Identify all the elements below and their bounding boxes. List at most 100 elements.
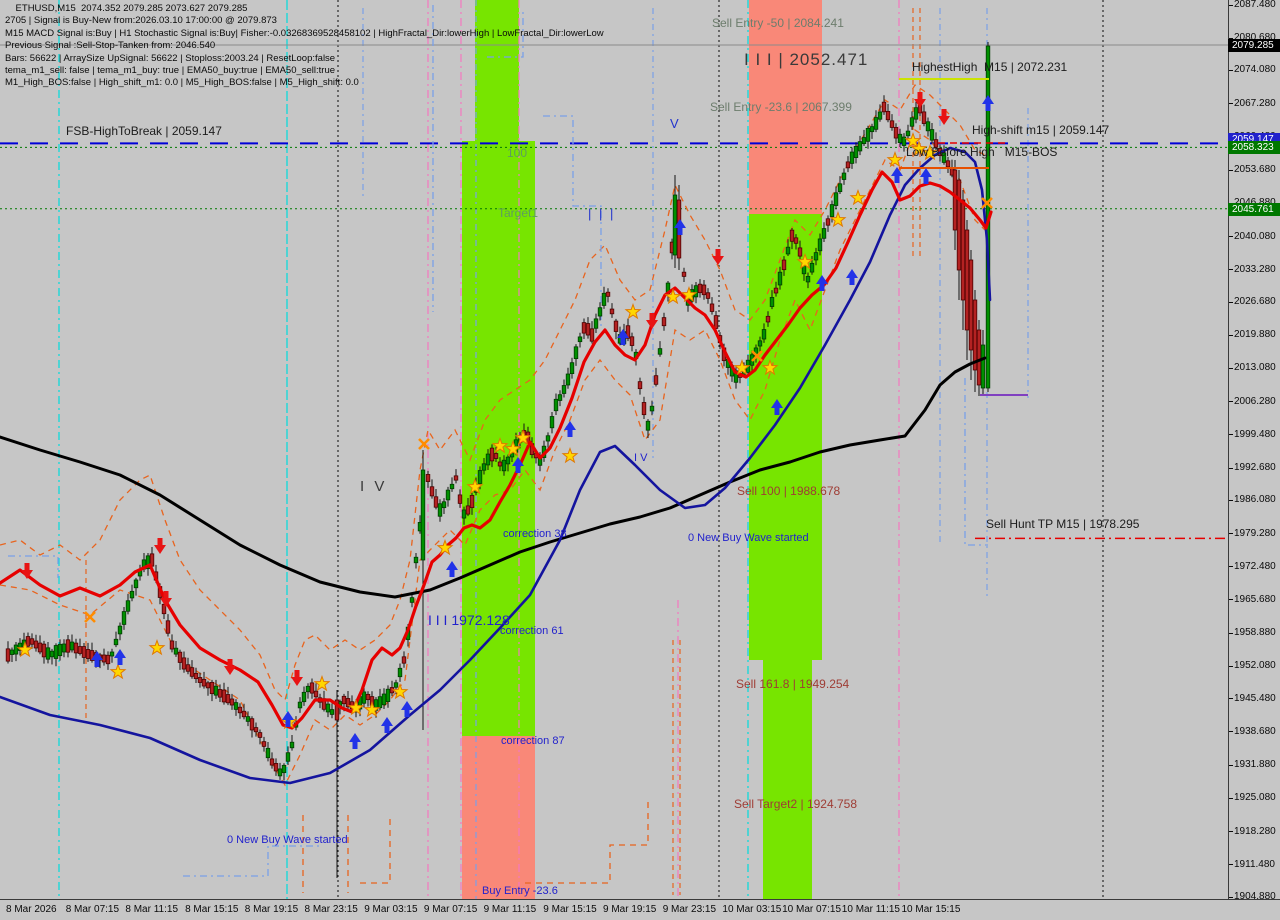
candle-body <box>701 284 707 296</box>
candle-body <box>53 645 59 659</box>
highlight-zone-salmon-right <box>749 0 822 214</box>
target1-label: Target1 <box>498 206 539 220</box>
candle-body <box>301 691 307 703</box>
candle-body <box>817 238 823 252</box>
candle-body <box>929 129 935 141</box>
candle-body <box>972 299 978 371</box>
x-mark-icon <box>981 197 993 209</box>
price-tick-mark <box>1229 500 1233 501</box>
candle-body <box>161 603 167 615</box>
candle-body <box>837 183 843 193</box>
candle-body <box>409 597 415 603</box>
candle-body <box>249 718 255 731</box>
candle-body <box>185 664 191 672</box>
candle-body <box>613 320 619 332</box>
price-tick-mark <box>1229 533 1233 534</box>
correction-61-label: correction 61 <box>500 625 564 637</box>
time-tick-label: 9 Mar 11:15 <box>483 904 537 915</box>
candle-body <box>437 503 443 517</box>
price-tick-mark <box>1229 302 1233 303</box>
buy-entry-236-label: Buy Entry -23.6 <box>482 885 558 897</box>
candle-body <box>577 336 583 343</box>
star-signal-icon <box>16 641 34 658</box>
info-line-5: tema_m1_sell: false | tema_m1_buy: true … <box>5 65 336 77</box>
candle-body <box>637 381 643 390</box>
candle-body <box>261 741 267 747</box>
sell-arrow-icon <box>154 538 166 554</box>
candle-body <box>625 325 631 339</box>
candle-body <box>461 509 467 519</box>
candle-body <box>393 682 399 688</box>
correction-87-label: correction 87 <box>501 735 565 747</box>
candle-body <box>217 689 223 698</box>
time-tick-label: 9 Mar 19:15 <box>603 904 657 915</box>
candle-body <box>697 283 703 294</box>
wave-iii-ticks: | | | <box>588 206 616 221</box>
buy-arrow-icon <box>674 219 686 235</box>
candle-body <box>629 336 635 346</box>
candle-body <box>193 672 199 680</box>
candle-body <box>913 107 919 120</box>
candle-body <box>829 204 835 217</box>
time-tick-label: 8 Mar 19:15 <box>244 904 299 915</box>
price-tick-mark <box>1229 368 1233 369</box>
candle-body <box>505 456 511 465</box>
star-signal-icon <box>829 211 847 228</box>
candle-body <box>73 642 79 654</box>
candle-body <box>805 275 811 283</box>
candle-body <box>57 643 63 657</box>
candle-body <box>325 703 331 713</box>
low-before-high-label: Low Before High M15-BOS <box>906 145 1058 159</box>
star-signal-icon <box>363 701 381 718</box>
candle-body <box>365 693 371 701</box>
candle-body <box>861 137 867 144</box>
price-tick-mark <box>1229 666 1233 667</box>
price-tick-mark <box>1229 434 1233 435</box>
chart-canvas[interactable] <box>0 0 1228 899</box>
wave-3-price-label: I I I | 2052.471 <box>744 50 869 69</box>
candle-body <box>825 218 831 226</box>
mid-ma-line <box>0 146 992 785</box>
time-axis[interactable]: 8 Mar 2026 8 Mar 07:15 8 Mar 11:15 8 Mar 15… <box>0 899 1280 920</box>
candle-body <box>109 651 115 657</box>
star-signal-icon <box>347 699 365 716</box>
candle-body <box>921 111 927 124</box>
candle-body <box>209 681 215 695</box>
price-tick-label: 2080.680 <box>1234 32 1276 44</box>
candle-body <box>117 625 123 635</box>
new-buy-wave-label-right: 0 New Buy Wave started <box>688 532 809 544</box>
sell-arrow-icon <box>914 92 926 108</box>
candle-body <box>897 133 903 143</box>
candle-body <box>813 252 819 261</box>
sell-arrow-icon <box>21 563 33 579</box>
candle-body <box>269 758 275 766</box>
buy-arrow-icon <box>617 329 629 345</box>
highest-high-label: HighestHigh M15 | 2072.231 <box>912 60 1068 74</box>
candle-body <box>121 611 127 625</box>
candle-body <box>945 160 951 168</box>
price-tick-label: 1958.880 <box>1234 627 1276 639</box>
buy-arrow-icon <box>114 649 126 665</box>
candle-body <box>65 639 71 653</box>
price-tick-label: 1938.680 <box>1234 725 1276 737</box>
candle-body <box>649 405 655 412</box>
candle-body <box>361 691 367 704</box>
candle-body <box>265 747 271 759</box>
price-tick-mark <box>1229 599 1233 600</box>
candle-body <box>573 346 579 360</box>
price-tick-label: 1992.680 <box>1234 462 1276 474</box>
candle-body <box>845 161 851 169</box>
candle-body <box>125 600 131 612</box>
sell-hunt-tp-label: Sell Hunt TP M15 | 1978.295 <box>986 517 1140 531</box>
info-line-4: Bars: 56622 | ArraySize UpSignal: 56622 … <box>5 52 336 64</box>
buy-arrow-icon <box>564 421 576 437</box>
sell-arrow-icon <box>938 109 950 125</box>
fsb-high-to-break-label: FSB-HighToBreak | 2059.147 <box>66 124 222 138</box>
highlight-zone-green-top <box>475 0 519 141</box>
candle-body <box>420 469 426 561</box>
candle-body <box>105 654 111 665</box>
time-tick-label: 9 Mar 23:15 <box>662 904 717 915</box>
candle-body <box>761 329 767 340</box>
wave-iv-label: I V <box>360 478 388 495</box>
candle-body <box>809 262 815 273</box>
